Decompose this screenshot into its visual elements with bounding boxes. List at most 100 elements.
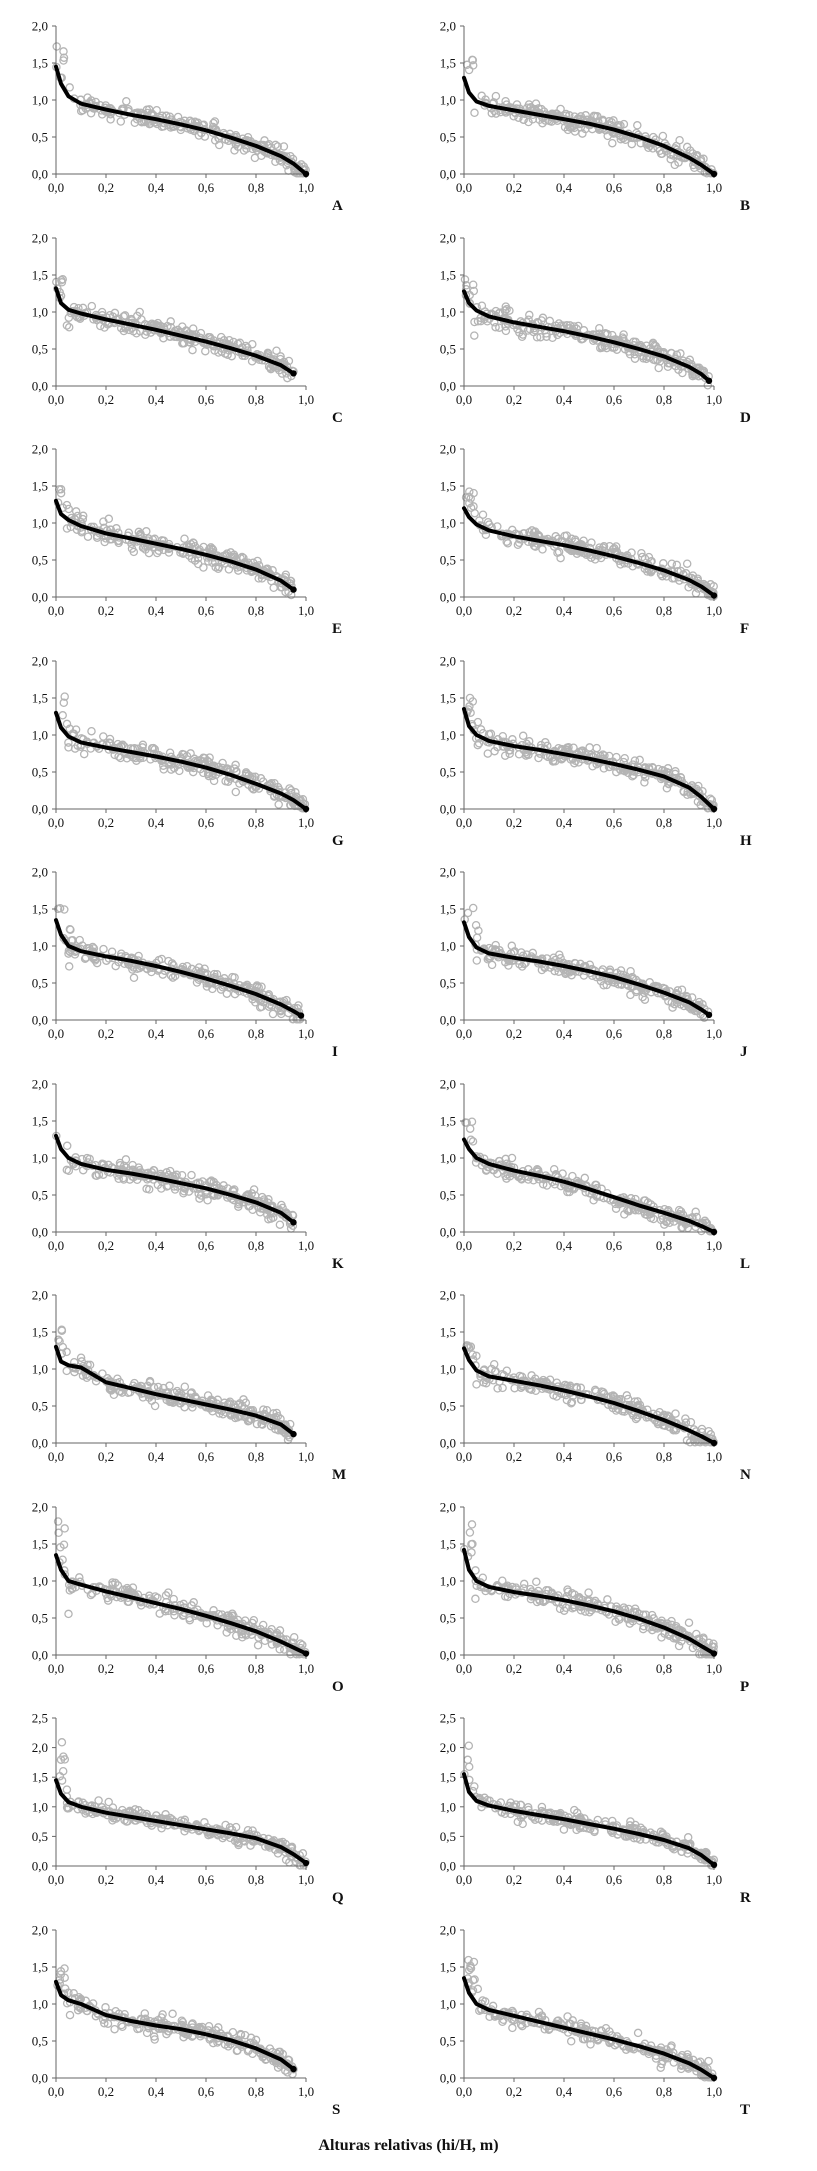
y-tick-label: 0,0	[32, 1013, 48, 1028]
y-tick-label: 1,5	[440, 479, 456, 494]
y-tick-label: 1,0	[440, 1362, 456, 1377]
observed-point	[119, 311, 128, 321]
observed-point	[592, 743, 601, 752]
y-tick-label: 1,0	[32, 727, 48, 742]
y-tick-label: 2,0	[440, 442, 456, 457]
x-tick-label: 0,4	[148, 1872, 165, 1887]
observed-point	[468, 1539, 477, 1548]
observed-point	[630, 353, 640, 363]
observed-point	[472, 1351, 481, 1361]
y-tick-label: 1,0	[32, 1573, 48, 1588]
observed-point	[491, 109, 501, 118]
observed-points	[462, 55, 718, 178]
observed-point	[472, 933, 482, 942]
observed-point	[70, 1367, 79, 1377]
observed-points	[462, 693, 718, 813]
observed-point	[566, 1399, 576, 1408]
panel-plot: 0,0 0,2 0,4 0,6 0,8 1,00,00,51,01,52,0	[440, 230, 722, 407]
observed-point	[64, 322, 74, 332]
y-tick-label: 1,0	[440, 304, 456, 319]
observed-point	[71, 507, 81, 516]
observed-point	[132, 328, 141, 338]
x-tick-label: 0,0	[48, 1661, 64, 1676]
x-tick-label: 0,2	[98, 1661, 114, 1676]
panel-label: L	[740, 1255, 751, 1272]
x-tick-label: 0,6	[198, 392, 215, 407]
observed-point	[501, 96, 510, 106]
observed-point	[556, 104, 565, 114]
x-tick-label: 0,8	[248, 392, 264, 407]
observed-point	[229, 550, 239, 559]
observed-point	[60, 1755, 70, 1764]
y-tick-label: 0,5	[440, 341, 456, 356]
observed-point	[62, 1366, 71, 1376]
observed-point	[580, 1173, 590, 1182]
observed-point	[108, 1579, 117, 1589]
observed-point	[641, 1609, 651, 1619]
observed-point	[513, 324, 522, 333]
observed-point	[257, 574, 267, 583]
observed-point	[180, 534, 189, 543]
observed-point	[467, 1519, 477, 1529]
observed-point	[149, 1383, 159, 1392]
observed-point	[114, 751, 123, 761]
x-tick-label: 1,0	[298, 603, 314, 618]
observed-point	[709, 1638, 718, 1648]
panel-plot: 0,0 0,2 0,4 0,6 0,8 1,00,00,51,01,52,0	[440, 865, 722, 1042]
observed-point	[264, 348, 273, 358]
observed-point	[695, 1438, 705, 1447]
observed-point	[54, 1335, 63, 1345]
panel-c: 0,0 0,2 0,4 0,6 0,8 1,0 0,0 0,5 1,0 1,5 2,0 C	[0, 224, 400, 436]
observed-point	[532, 332, 542, 342]
x-tick-label: 0,8	[248, 1238, 264, 1253]
panel-h: 0,0 0,2 0,4 0,6 0,8 1,0 0,0 0,5 1,0 1,5 2,0 H	[408, 647, 808, 859]
observed-point	[679, 786, 688, 795]
observed-point	[468, 696, 478, 706]
observed-point	[612, 767, 621, 776]
observed-point	[658, 131, 668, 141]
observed-point	[154, 546, 164, 555]
y-tick-label: 0,5	[440, 1187, 456, 1202]
observed-point	[493, 1384, 502, 1393]
y-tick-label: 0,5	[32, 341, 48, 356]
observed-point	[616, 560, 625, 569]
observed-point	[104, 1797, 113, 1807]
observed-points	[53, 485, 296, 600]
observed-point	[54, 1528, 63, 1537]
panel-label: C	[332, 409, 343, 426]
observed-point	[566, 123, 575, 132]
observed-point	[604, 117, 614, 126]
observed-point	[481, 530, 491, 540]
observed-point	[518, 731, 528, 740]
observed-point	[187, 554, 197, 563]
y-tick-label: 0,5	[32, 976, 48, 991]
observed-point	[194, 1189, 203, 1198]
panel-label: H	[740, 832, 752, 849]
panel-i: 0,0 0,2 0,4 0,6 0,8 1,0 0,0 0,5 1,0 1,5 2,0 I	[0, 858, 400, 1070]
y-tick-label: 2,5	[32, 1711, 48, 1726]
observed-point	[495, 322, 504, 332]
observed-point	[59, 1539, 69, 1549]
observed-point	[272, 345, 281, 355]
observed-point	[462, 280, 471, 290]
panel-g: 0,0 0,2 0,4 0,6 0,8 1,0 0,0 0,5 1,0 1,5 2,0 G	[0, 647, 400, 859]
observed-point	[298, 1849, 308, 1858]
x-tick-label: 0,0	[456, 180, 472, 195]
observed-point	[602, 343, 611, 352]
observed-point	[277, 368, 287, 378]
x-tick-label: 0,6	[606, 1449, 623, 1464]
observed-point	[178, 321, 187, 331]
observed-point	[676, 772, 686, 782]
observed-point	[681, 1418, 691, 1427]
x-tick-label: 0,8	[248, 180, 264, 195]
observed-point	[168, 973, 178, 982]
observed-point	[204, 757, 214, 766]
y-tick-label: 1,5	[32, 1113, 48, 1128]
panel-e: 0,0 0,2 0,4 0,6 0,8 1,0 0,0 0,5 1,0 1,5 2,0 E	[0, 435, 400, 647]
y-tick-label: 1,0	[32, 516, 48, 531]
observed-points	[462, 1341, 719, 1447]
x-tick-label: 0,4	[148, 1238, 165, 1253]
x-tick-label: 1,0	[298, 1238, 314, 1253]
observed-point	[62, 1141, 72, 1150]
observed-point	[589, 111, 599, 121]
